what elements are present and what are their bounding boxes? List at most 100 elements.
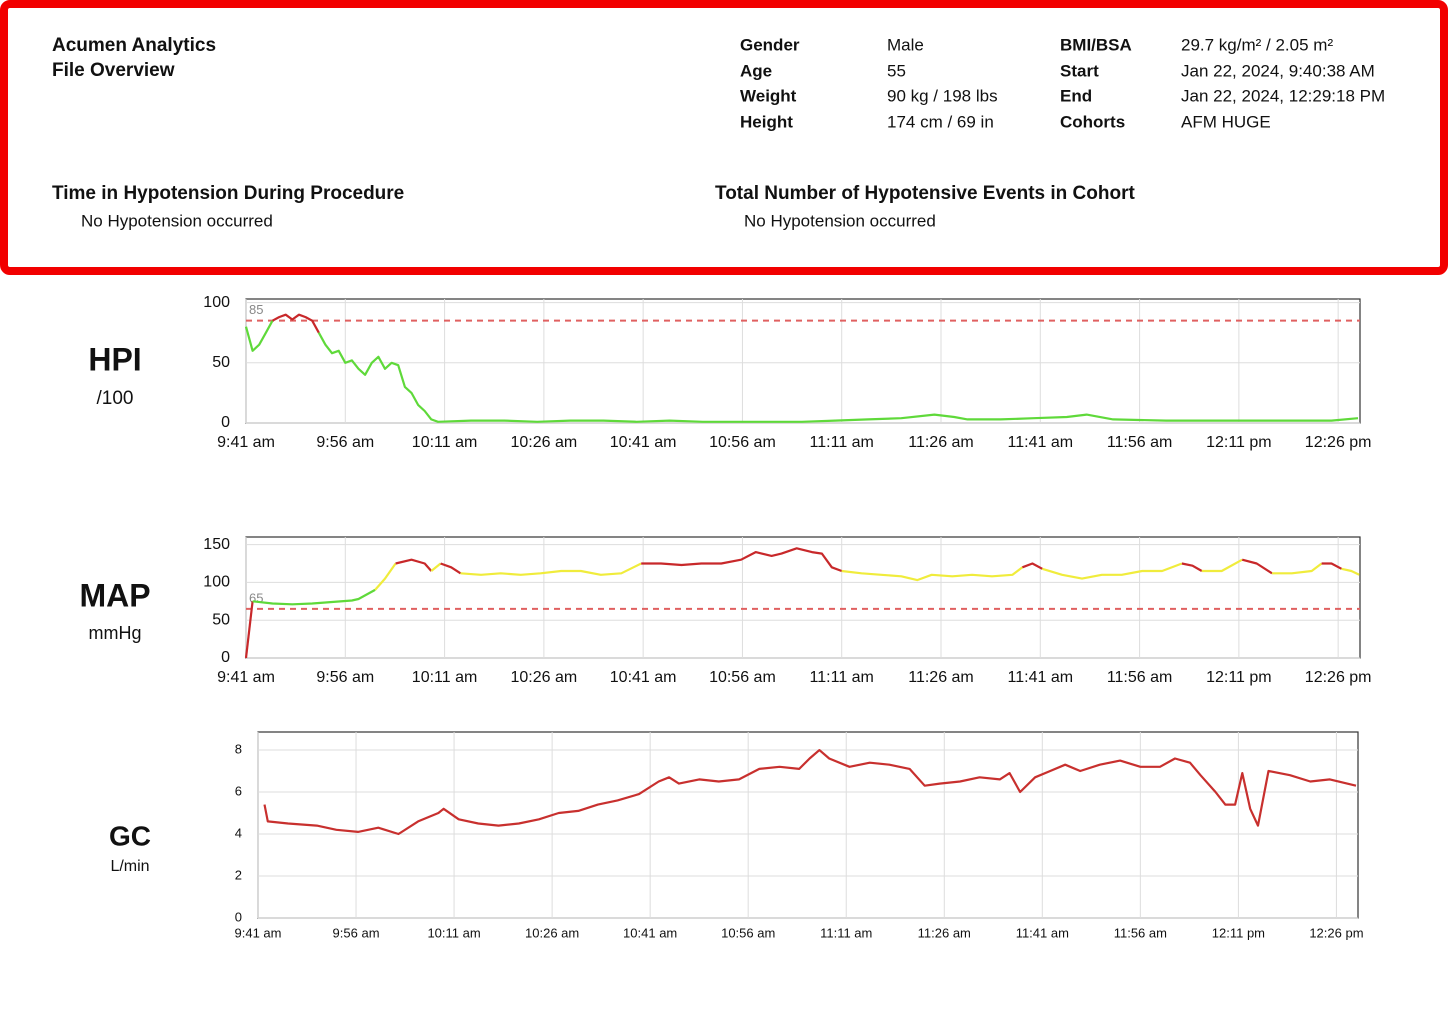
section-title: Total Number of Hypotensive Events in Co… xyxy=(715,183,1135,204)
header-title: Acumen Analytics xyxy=(52,35,216,56)
data-line xyxy=(374,562,397,591)
data-line xyxy=(317,332,1359,423)
x-tick-label: 11:41 am xyxy=(1016,925,1069,940)
data-line xyxy=(841,566,1024,582)
data-line xyxy=(1321,562,1343,570)
y-tick-label: 0 xyxy=(235,909,242,924)
y-tick-label: 50 xyxy=(212,611,230,628)
x-tick-label: 11:11 am xyxy=(810,669,874,686)
data-line xyxy=(440,562,462,575)
y-tick-label: 0 xyxy=(221,649,230,666)
info-label: End xyxy=(1060,86,1092,105)
data-line xyxy=(1041,562,1183,580)
x-tick-label: 11:26 am xyxy=(918,925,971,940)
chart-unit: /100 xyxy=(97,388,134,409)
y-tick-label: 150 xyxy=(203,536,230,553)
x-tick-label: 10:56 am xyxy=(709,434,776,451)
data-line xyxy=(395,558,433,572)
x-tick-label: 11:26 am xyxy=(908,669,974,686)
data-line xyxy=(1272,562,1323,575)
plot-frame xyxy=(245,298,1361,424)
x-tick-label: 12:26 pm xyxy=(1309,925,1363,940)
data-line xyxy=(430,562,442,572)
chart-title: HPI xyxy=(88,341,141,377)
x-tick-label: 12:26 pm xyxy=(1305,669,1372,686)
header-subtitle: File Overview xyxy=(52,60,175,81)
info-value: 29.7 kg/m² / 2.05 m² xyxy=(1181,35,1333,54)
y-tick-label: 4 xyxy=(235,825,242,840)
x-tick-label: 11:56 am xyxy=(1107,434,1173,451)
y-tick-label: 8 xyxy=(235,741,242,756)
data-line xyxy=(252,588,376,606)
x-tick-label: 10:26 am xyxy=(511,434,578,451)
chart-title: MAP xyxy=(79,577,150,613)
x-tick-label: 11:56 am xyxy=(1107,669,1173,686)
x-tick-label: 10:11 am xyxy=(412,434,478,451)
x-tick-label: 9:56 am xyxy=(333,925,380,940)
info-value: 55 xyxy=(887,61,906,80)
reference-label: 85 xyxy=(249,302,263,317)
x-tick-label: 11:11 am xyxy=(820,925,872,940)
x-tick-label: 10:11 am xyxy=(427,925,480,940)
y-tick-label: 0 xyxy=(221,414,230,431)
plot-frame xyxy=(257,731,1359,919)
x-tick-label: 10:11 am xyxy=(412,669,478,686)
x-tick-label: 11:41 am xyxy=(1008,669,1074,686)
data-line xyxy=(1181,562,1203,572)
header-frame xyxy=(0,0,1448,275)
data-line xyxy=(1241,558,1273,575)
plot-frame xyxy=(245,536,1361,659)
data-line xyxy=(244,601,254,659)
x-tick-label: 11:41 am xyxy=(1008,434,1074,451)
x-tick-label: 10:41 am xyxy=(623,925,677,940)
x-tick-label: 12:11 pm xyxy=(1206,434,1272,451)
info-value: Jan 22, 2024, 12:29:18 PM xyxy=(1181,86,1385,105)
info-label: BMI/BSA xyxy=(1060,35,1132,54)
info-label: Gender xyxy=(740,35,800,54)
y-tick-label: 2 xyxy=(235,867,242,882)
data-line xyxy=(1341,567,1360,576)
info-label: Age xyxy=(740,61,772,80)
x-tick-label: 10:41 am xyxy=(610,434,677,451)
x-tick-label: 12:11 pm xyxy=(1206,669,1272,686)
x-tick-label: 10:41 am xyxy=(610,669,677,686)
chart-title: GC xyxy=(109,820,151,851)
info-label: Start xyxy=(1060,61,1099,80)
x-tick-label: 9:41 am xyxy=(217,669,275,686)
x-tick-label: 9:41 am xyxy=(217,434,275,451)
section-text: No Hypotension occurred xyxy=(744,211,936,230)
data-line xyxy=(263,749,1357,836)
x-tick-label: 10:56 am xyxy=(721,925,775,940)
info-label: Cohorts xyxy=(1060,112,1125,131)
y-tick-label: 100 xyxy=(203,294,230,311)
info-value: Male xyxy=(887,35,924,54)
y-tick-label: 50 xyxy=(212,354,230,371)
data-line xyxy=(1022,562,1043,570)
data-line xyxy=(271,313,320,334)
x-tick-label: 10:26 am xyxy=(511,669,578,686)
data-line xyxy=(244,320,274,352)
x-tick-label: 9:56 am xyxy=(316,669,374,686)
x-tick-label: 10:26 am xyxy=(525,925,579,940)
x-tick-label: 11:26 am xyxy=(908,434,974,451)
info-label: Weight xyxy=(740,86,797,105)
x-tick-label: 11:11 am xyxy=(810,434,874,451)
data-line xyxy=(1201,558,1243,573)
data-line xyxy=(460,562,642,576)
x-tick-label: 9:41 am xyxy=(235,925,282,940)
y-tick-label: 100 xyxy=(203,574,230,591)
info-value: AFM HUGE xyxy=(1181,112,1271,131)
info-value: 90 kg / 198 lbs xyxy=(887,86,998,105)
data-line xyxy=(641,547,843,573)
section-text: No Hypotension occurred xyxy=(81,211,273,230)
x-tick-label: 9:56 am xyxy=(316,434,374,451)
x-tick-label: 12:11 pm xyxy=(1212,925,1265,940)
info-value: 174 cm / 69 in xyxy=(887,112,994,131)
info-label: Height xyxy=(740,112,793,131)
x-tick-label: 11:56 am xyxy=(1114,925,1167,940)
x-tick-label: 10:56 am xyxy=(709,669,776,686)
y-tick-label: 6 xyxy=(235,783,242,798)
chart-unit: mmHg xyxy=(89,623,142,643)
section-title: Time in Hypotension During Procedure xyxy=(52,183,404,204)
